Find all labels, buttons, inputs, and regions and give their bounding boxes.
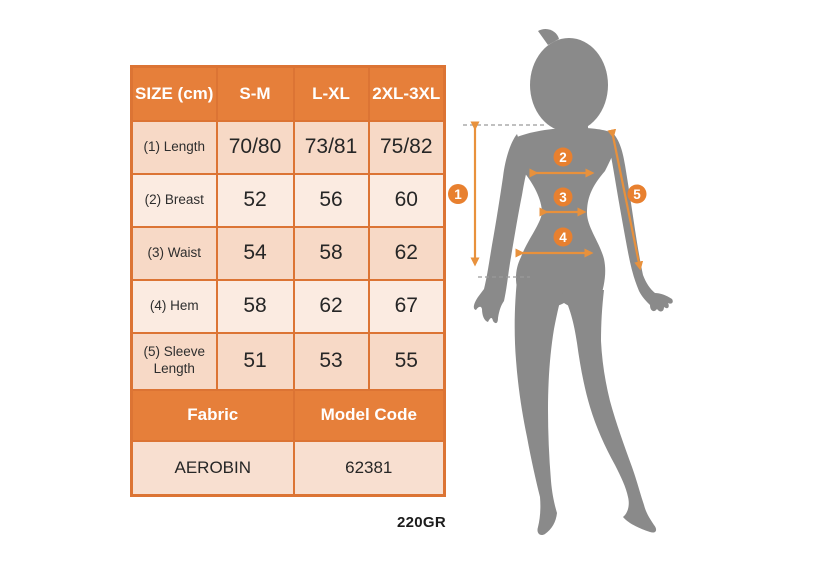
value-hem-2xl3xl: 67 [367, 278, 446, 334]
column-header-2xl3xl: 2XL-3XL [367, 65, 446, 122]
value-waist-lxl: 58 [292, 225, 370, 281]
marker-4-circle [553, 227, 573, 247]
value-breast-sm: 52 [215, 172, 295, 228]
fabric-value: AEROBIN [130, 439, 295, 497]
column-header-lxl: L-XL [292, 65, 370, 122]
value-length-sm: 70/80 [215, 119, 295, 175]
weight-note: 220GR [396, 514, 446, 531]
row-label-hem: (4) Hem [130, 278, 218, 334]
info-value-row: AEROBIN 62381 [130, 439, 446, 497]
sleeve-arrow [607, 128, 644, 271]
table-header-row: SIZE (cm) S-M L-XL 2XL-3XL [130, 65, 446, 122]
size-unit-header: SIZE (cm) [130, 65, 218, 122]
marker-5: 5 [627, 184, 647, 204]
measurement-figure: 1 2 3 4 5 [448, 28, 673, 536]
fabric-header: Fabric [130, 388, 295, 442]
value-breast-lxl: 56 [292, 172, 370, 228]
row-label-waist: (3) Waist [130, 225, 218, 281]
value-waist-2xl3xl: 62 [367, 225, 446, 281]
marker-2: 2 [553, 147, 573, 167]
marker-5-circle [627, 184, 647, 204]
marker-5-number: 5 [633, 187, 641, 202]
info-header-row: Fabric Model Code [130, 388, 446, 442]
marker-4-number: 4 [559, 230, 567, 245]
value-length-2xl3xl: 75/82 [367, 119, 446, 175]
row-label-sleeve: (5) Sleeve Length [130, 331, 218, 391]
table-row-length: (1) Length 70/80 73/81 75/82 [130, 119, 446, 175]
value-hem-sm: 58 [215, 278, 295, 334]
body-silhouette [473, 28, 673, 536]
table-row-hem: (4) Hem 58 62 67 [130, 278, 446, 334]
marker-3-number: 3 [559, 190, 567, 205]
model-code-header: Model Code [292, 388, 446, 442]
table-row-waist: (3) Waist 54 58 62 [130, 225, 446, 281]
marker-2-circle [553, 147, 573, 167]
row-label-length: (1) Length [130, 119, 218, 175]
marker-1-circle [448, 184, 468, 204]
value-breast-2xl3xl: 60 [367, 172, 446, 228]
value-hem-lxl: 62 [292, 278, 370, 334]
value-length-lxl: 73/81 [292, 119, 370, 175]
row-label-breast: (2) Breast [130, 172, 218, 228]
table-row-sleeve: (5) Sleeve Length 51 53 55 [130, 331, 446, 391]
table-row-breast: (2) Breast 52 56 60 [130, 172, 446, 228]
marker-4: 4 [553, 227, 573, 247]
model-code-value: 62381 [292, 439, 446, 497]
size-table: SIZE (cm) S-M L-XL 2XL-3XL (1) Length 70… [130, 65, 446, 497]
value-sleeve-2xl3xl: 55 [367, 331, 446, 391]
marker-1: 1 [448, 184, 468, 204]
value-sleeve-sm: 51 [215, 331, 295, 391]
marker-3-circle [553, 187, 573, 207]
marker-3: 3 [553, 187, 573, 207]
marker-2-number: 2 [559, 150, 567, 165]
value-sleeve-lxl: 53 [292, 331, 370, 391]
column-header-sm: S-M [215, 65, 295, 122]
marker-1-number: 1 [454, 187, 462, 202]
value-waist-sm: 54 [215, 225, 295, 281]
